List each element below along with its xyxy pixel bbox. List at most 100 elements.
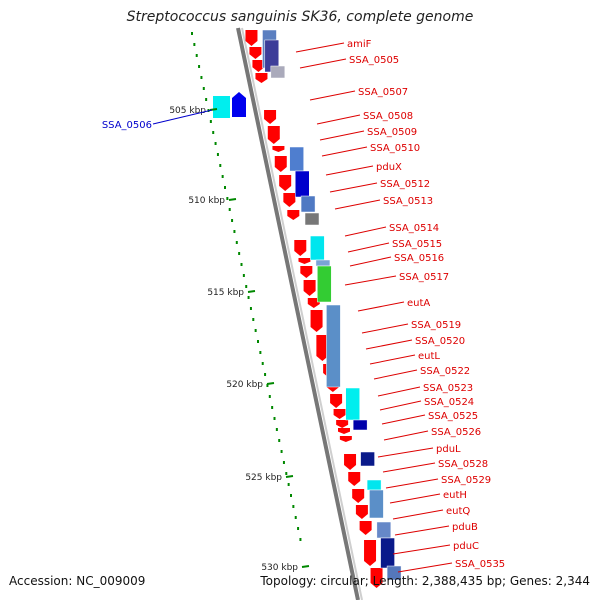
label-leader-line [309,90,356,101]
track-dot [212,131,215,134]
gene-label[interactable]: SSA_0524 [424,397,474,408]
label-leader-line [385,478,439,489]
track-dot [216,153,219,156]
track-dot [252,318,255,321]
track-dot [297,527,300,530]
track-dot [271,406,274,409]
track-dot [268,395,271,398]
kbp-label: 515 kbp [207,288,244,298]
gene-label[interactable]: SSA_0522 [420,366,470,377]
gene-label-reverse[interactable]: SSA_0506 [102,120,152,131]
accession-text: Accession: NC_009009 [9,574,146,588]
feature-block [289,146,304,172]
track-dot [242,274,245,277]
feature-block [300,195,316,213]
kbp-tick [247,290,256,293]
gene-label[interactable]: SSA_0515 [392,239,442,250]
gene-arrow-forward [316,335,329,361]
gene-label[interactable]: eutA [407,298,430,309]
gene-label[interactable]: SSA_0528 [438,459,488,470]
gene-label[interactable]: pduL [436,444,461,455]
gene-arrow-forward [272,146,285,152]
gene-label[interactable]: eutH [443,490,467,501]
feature-block [369,489,384,519]
gene-arrow-forward [355,505,368,519]
feature-block [326,304,341,388]
gene-arrow-forward [307,298,320,308]
track-dot [287,483,290,486]
kbp-label: 520 kbp [226,380,263,390]
gene-label[interactable]: eutQ [446,506,470,517]
feature-block [310,235,325,261]
label-leader-line [381,414,426,425]
gene-arrow-forward [352,489,365,503]
gene-arrow-forward [249,47,262,59]
gene-label[interactable]: SSA_0516 [394,253,444,264]
track-dot [275,428,278,431]
track-dot [219,164,222,167]
gene-label[interactable]: amiF [347,39,372,50]
gene-label[interactable]: pduB [452,522,478,533]
label-leader-line [316,114,361,125]
track-dot [191,32,193,35]
track-dot [193,43,196,46]
gene-arrow-forward [245,30,258,46]
label-leader-line [319,130,365,141]
gene-arrow-reverse [232,92,246,117]
kbp-label: 530 kbp [261,563,298,573]
gene-label[interactable]: SSA_0517 [399,272,449,283]
gene-arrow-forward [344,454,357,470]
track-dot [214,142,217,145]
track-dot [238,252,241,255]
gene-label[interactable]: SSA_0525 [428,411,478,422]
label-leader-line [379,400,422,411]
feature-block [315,259,331,267]
track-dot [280,450,283,453]
gene-label[interactable]: SSA_0523 [423,383,473,394]
backbone-line [236,27,360,600]
label-leader-line [389,493,441,504]
label-leader-line [344,275,397,286]
gene-label[interactable]: SSA_0507 [358,87,408,98]
gene-arrow-forward [255,73,268,83]
gene-label[interactable]: SSA_0535 [455,559,505,570]
label-leader-line [152,109,213,125]
track-dot [257,340,260,343]
gene-arrow-forward [330,394,343,408]
label-leader-line [382,462,436,473]
label-leader-line [369,354,416,365]
gene-label[interactable]: pduX [376,162,402,173]
gene-label[interactable]: SSA_0508 [363,111,413,122]
gene-label[interactable]: SSA_0529 [441,475,491,486]
gene-label[interactable]: SSA_0514 [389,223,439,234]
gene-arrow-forward [364,540,377,566]
label-leader-line [394,525,450,536]
map-title: Streptococcus sanguinis SK36, complete g… [126,9,474,25]
track-dot [294,516,297,519]
track-dot [209,120,212,123]
gene-label[interactable]: SSA_0510 [370,143,420,154]
kbp-label: 525 kbp [245,473,282,483]
gene-label[interactable]: SSA_0520 [415,336,465,347]
track-dot [273,417,276,420]
track-dot [202,87,205,90]
gene-arrow-forward [279,175,292,191]
track-dot [231,219,234,222]
gene-label[interactable]: SSA_0513 [383,196,433,207]
label-leader-line [392,509,444,520]
gene-label[interactable]: pduC [453,541,479,552]
gene-label[interactable]: SSA_0519 [411,320,461,331]
label-leader-line [357,301,405,312]
label-leader-line [344,226,387,237]
feature-block [317,265,332,303]
track-dot [292,505,295,508]
feature-block [360,451,375,467]
gene-label[interactable]: SSA_0512 [380,179,430,190]
feature-block [376,521,392,539]
gene-label[interactable]: SSA_0526 [431,427,481,438]
label-leader-line [325,165,374,176]
gene-label[interactable]: eutL [418,351,440,362]
feature-block [294,170,310,198]
gene-label[interactable]: SSA_0509 [367,127,417,138]
gene-label[interactable]: SSA_0505 [349,55,399,66]
